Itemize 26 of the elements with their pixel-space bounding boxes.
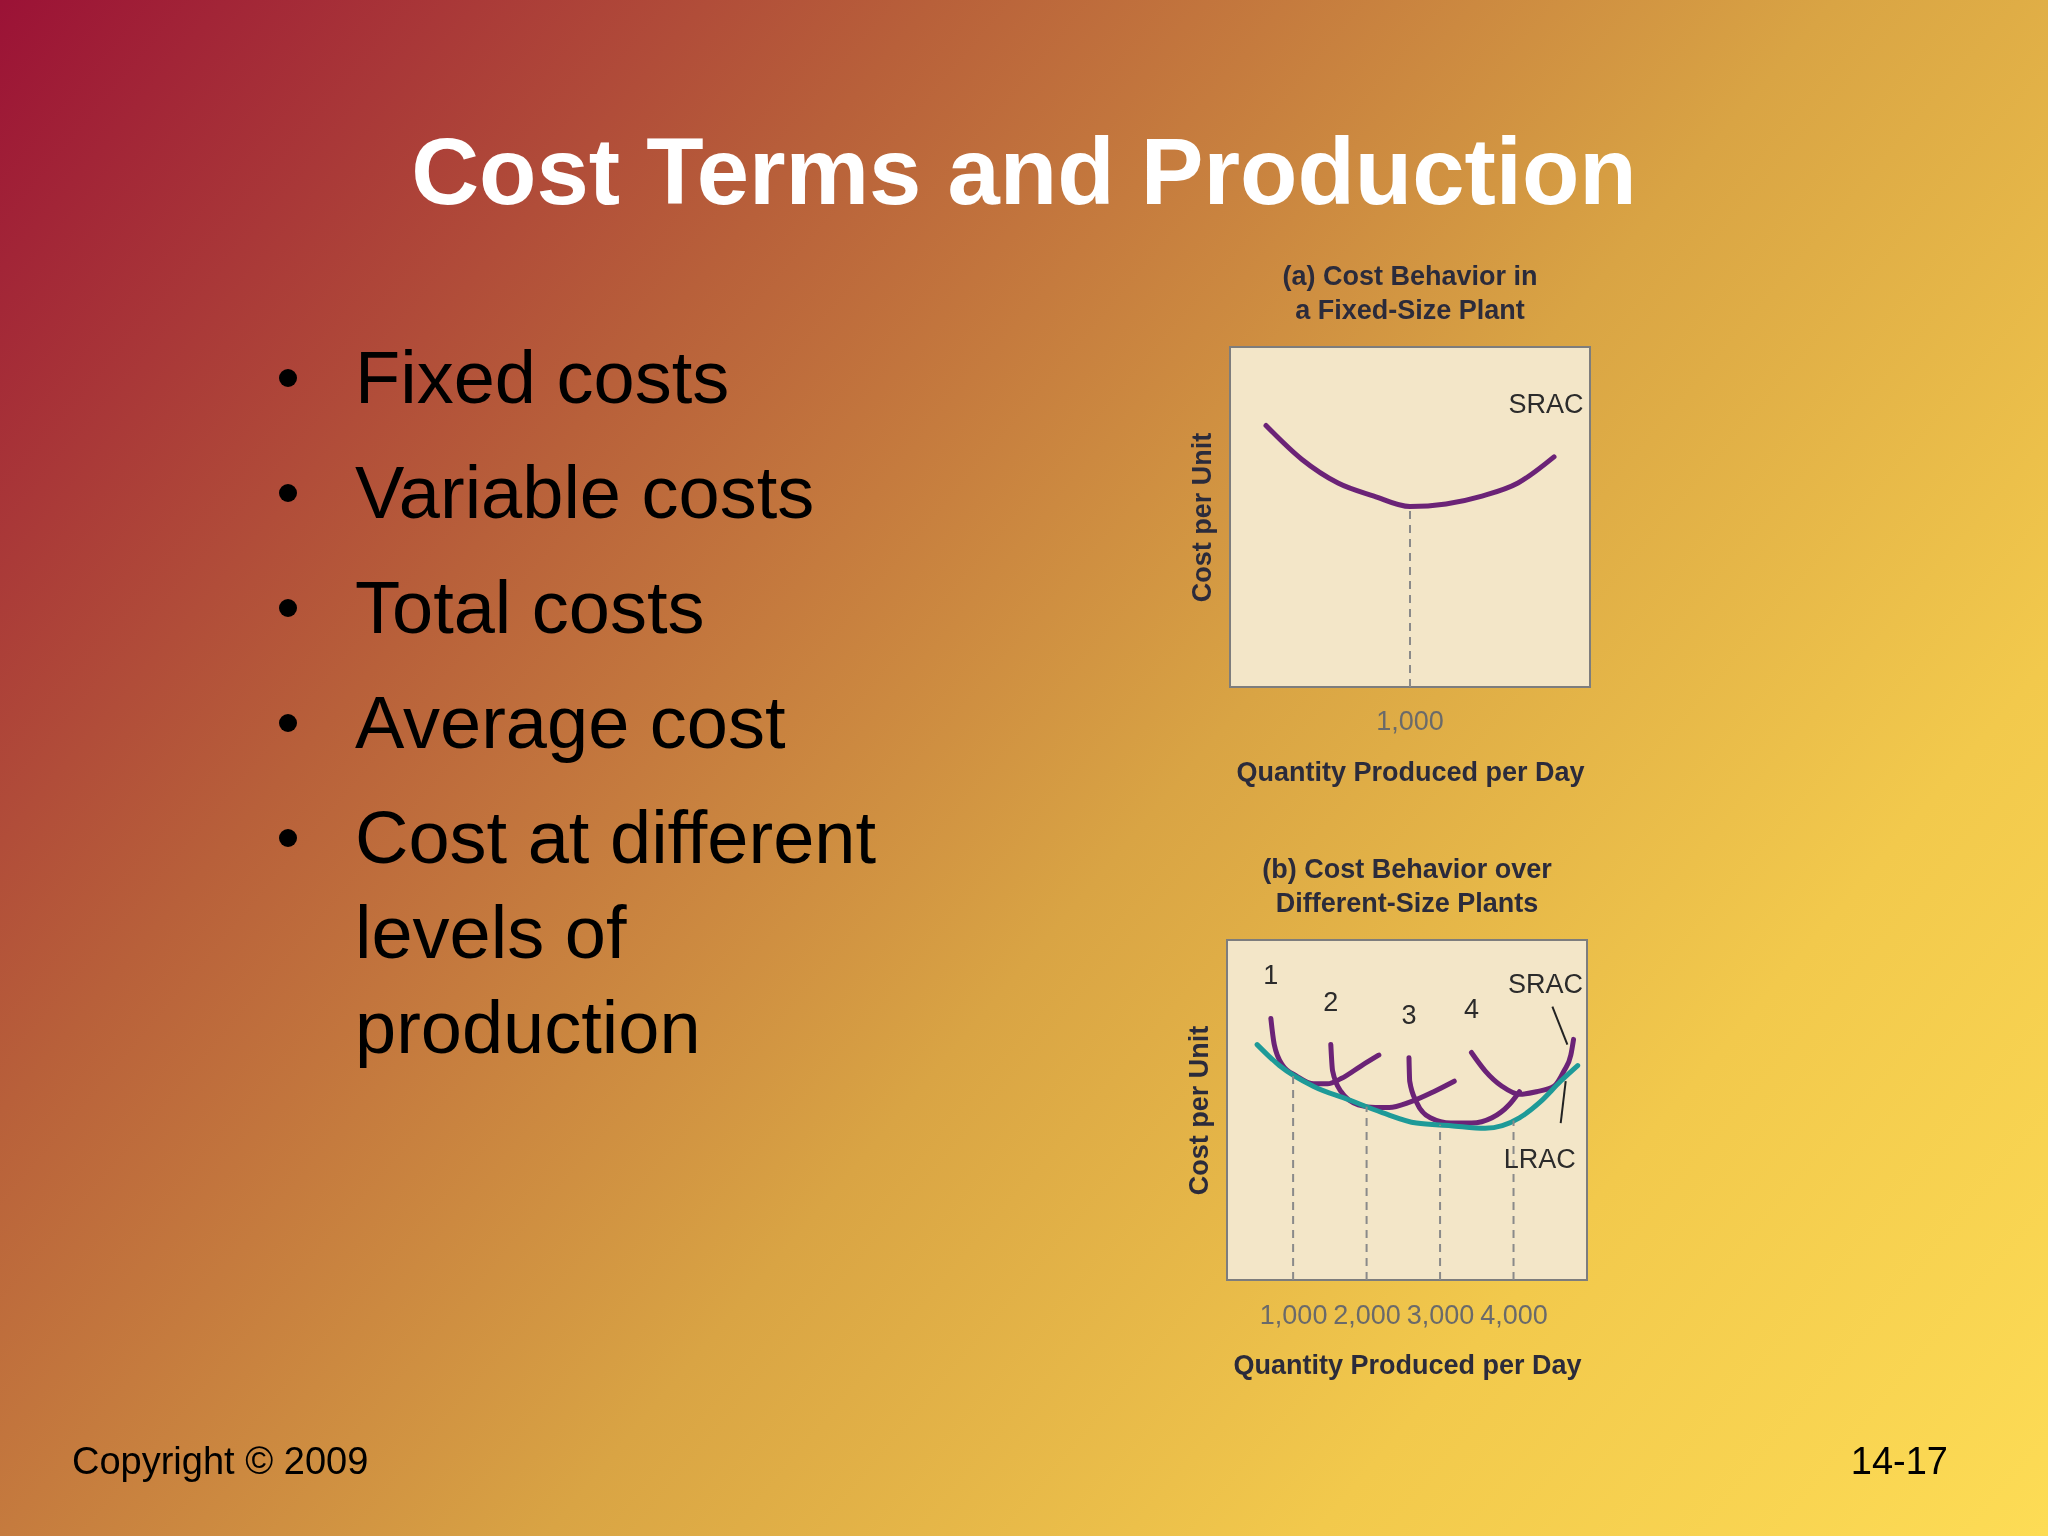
chart-title: (a) Cost Behavior in a Fixed-Size Plant <box>1282 261 1538 325</box>
y-axis-title: Cost per Unit <box>1183 1025 1214 1196</box>
text: Average cost <box>355 681 786 764</box>
series-label: 1 <box>1263 960 1279 991</box>
text: Copyright © 2009 <box>72 1440 369 1483</box>
x-axis-title: Quantity Produced per Day <box>1233 1349 1582 1380</box>
series-label: 4 <box>1464 994 1480 1025</box>
annotation: SRAC <box>1508 968 1584 999</box>
annotation: LRAC <box>1504 1144 1577 1175</box>
x-tick-label: 4,000 <box>1480 1299 1549 1330</box>
y-axis-title: Cost per Unit <box>1186 432 1217 603</box>
x-tick-label: 3,000 <box>1407 1299 1475 1330</box>
text: 1,000 <box>1376 706 1444 736</box>
x-tick-label: 1,000 <box>1260 1299 1328 1330</box>
text: Fixed costs <box>355 336 730 419</box>
chart-title: (b) Cost Behavior over Different-Size Plants <box>1262 854 1553 918</box>
text: Cost at different levels of production <box>355 796 877 1069</box>
text: 14-17 <box>1850 1440 1948 1483</box>
series-label: 3 <box>1401 999 1417 1030</box>
x-axis-title: Quantity Produced per Day <box>1236 756 1585 787</box>
text: Total costs <box>355 566 705 649</box>
x-tick-label: 2,000 <box>1333 1299 1402 1330</box>
text: Variable costs <box>355 451 815 534</box>
series-label: 2 <box>1323 986 1339 1017</box>
series-label: SRAC <box>1508 388 1584 419</box>
text: Cost Terms and Production <box>410 118 1638 226</box>
